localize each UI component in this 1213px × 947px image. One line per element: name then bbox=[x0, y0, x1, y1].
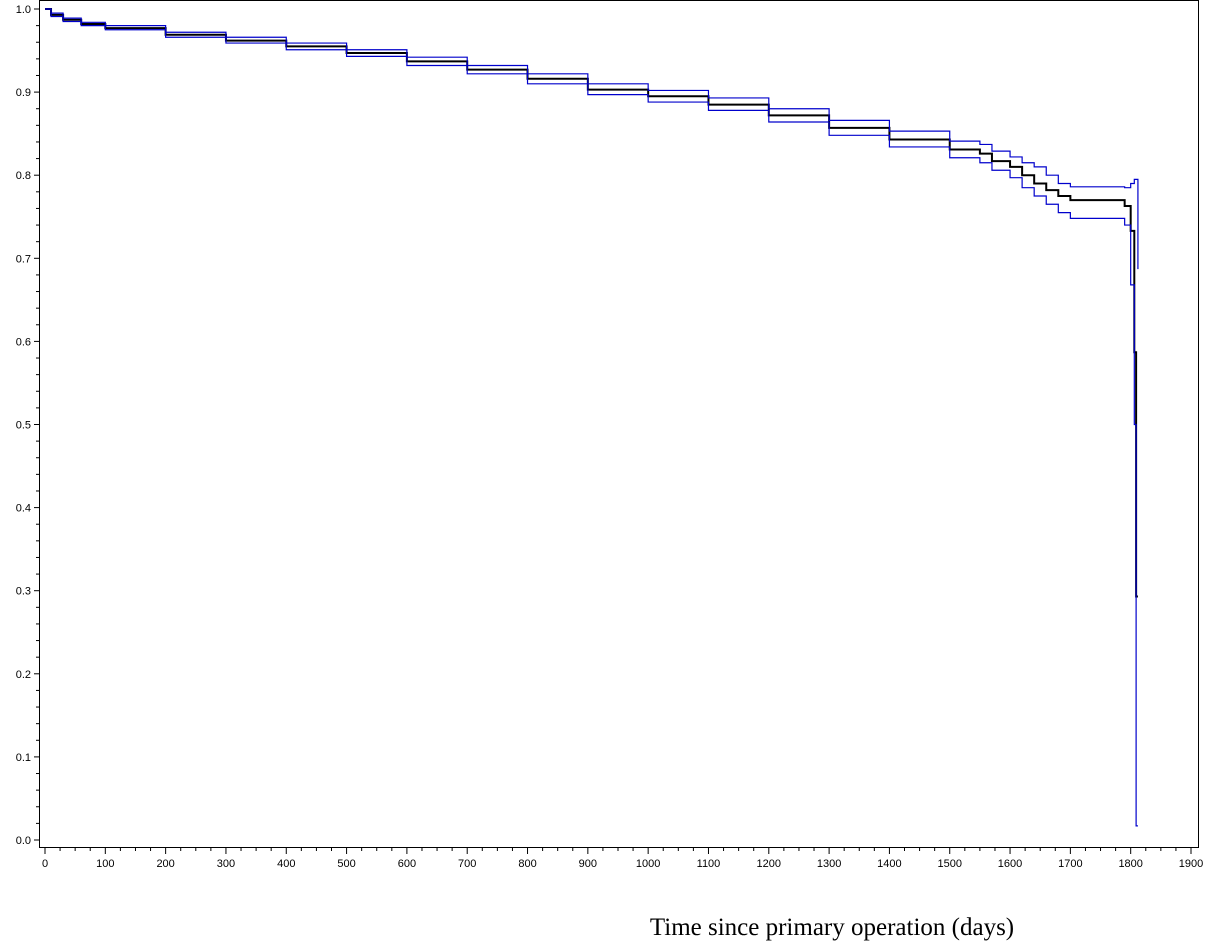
x-tick-label: 1300 bbox=[817, 858, 841, 870]
x-tick-label: 200 bbox=[156, 858, 174, 870]
x-tick-label: 100 bbox=[96, 858, 114, 870]
plot-frame bbox=[39, 0, 1199, 848]
x-tick-label: 600 bbox=[398, 858, 416, 870]
x-tick-label: 1200 bbox=[757, 858, 781, 870]
estimate-line bbox=[45, 8, 1138, 598]
x-tick-label: 500 bbox=[337, 858, 355, 870]
series-layer bbox=[45, 8, 1139, 827]
y-tick-label: 0.1 bbox=[16, 752, 31, 764]
y-tick-label: 0.5 bbox=[16, 420, 31, 432]
y-tick-label: 0.2 bbox=[16, 669, 31, 681]
x-tick-label: 900 bbox=[579, 858, 597, 870]
x-tick-label: 1800 bbox=[1118, 858, 1142, 870]
x-tick-label: 1500 bbox=[937, 858, 961, 870]
y-axis-ticks: 0.0 0.1 0.2 0.3 0.4 0.5 0.6 0.7 0.8 0.9 1.0 bbox=[16, 4, 39, 847]
x-tick-label: 1600 bbox=[998, 858, 1022, 870]
x-tick-label: 800 bbox=[518, 858, 536, 870]
y-tick-label: 0.9 bbox=[16, 87, 31, 99]
y-tick-label: 0.8 bbox=[16, 170, 31, 182]
x-axis-title: Time since primary operation (days) bbox=[650, 914, 1014, 941]
y-tick-label: 0.4 bbox=[16, 503, 31, 515]
upper-ci-line bbox=[45, 8, 1139, 270]
x-axis-ticks: 0 100 200 300 400 500 600 700 800 900 1000 1100 1200… bbox=[42, 848, 1203, 870]
y-tick-label: 0.0 bbox=[16, 835, 31, 847]
x-tick-label: 1000 bbox=[636, 858, 660, 870]
y-tick-label: 0.3 bbox=[16, 586, 31, 598]
x-tick-label: 1400 bbox=[877, 858, 901, 870]
x-tick-label: 400 bbox=[277, 858, 295, 870]
y-tick-label: 0.6 bbox=[16, 336, 31, 348]
x-tick-label: 1100 bbox=[697, 858, 721, 870]
x-tick-label: 1700 bbox=[1058, 858, 1082, 870]
x-tick-label: 0 bbox=[42, 858, 48, 870]
x-tick-label: 1900 bbox=[1179, 858, 1203, 870]
x-tick-label: 300 bbox=[217, 858, 235, 870]
x-tick-label: 700 bbox=[458, 858, 476, 870]
y-tick-label: 1.0 bbox=[16, 4, 31, 16]
y-tick-label: 0.7 bbox=[16, 253, 31, 265]
lower-ci-line bbox=[45, 8, 1138, 827]
